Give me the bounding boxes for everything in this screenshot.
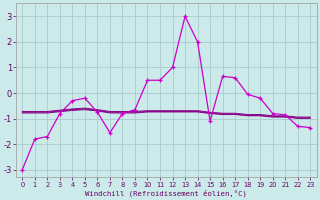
X-axis label: Windchill (Refroidissement éolien,°C): Windchill (Refroidissement éolien,°C) — [85, 189, 247, 197]
